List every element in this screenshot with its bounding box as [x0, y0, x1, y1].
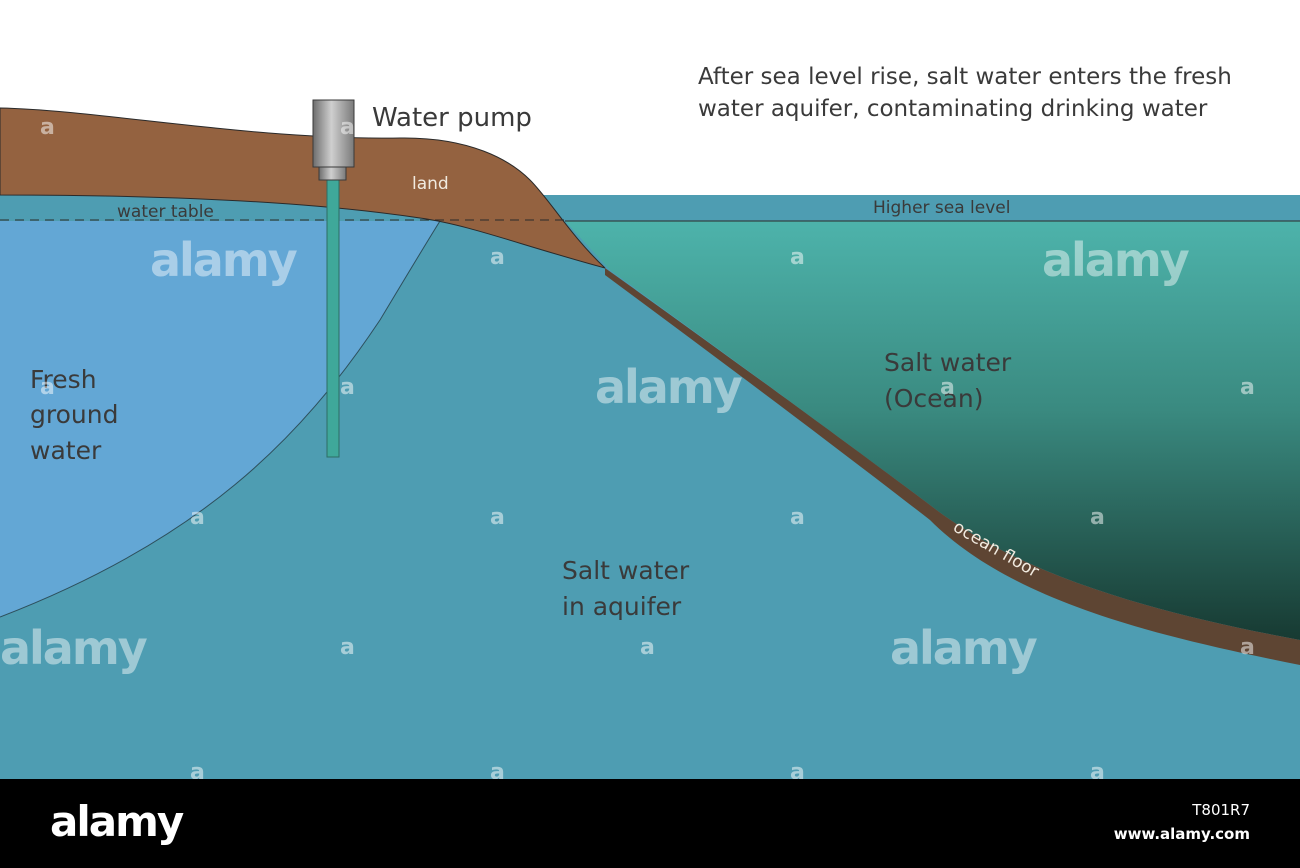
watermark-mark: a	[490, 245, 505, 270]
water-table-label: water table	[117, 202, 214, 222]
alamy-logo: alamy	[50, 797, 184, 846]
watermark-mark: a	[40, 375, 55, 400]
watermark-mark: a	[40, 115, 55, 140]
water-pump-label: Water pump	[372, 103, 532, 133]
watermark-mark: a	[790, 505, 805, 530]
salt-water-aquifer-label: Salt water in aquifer	[562, 556, 697, 621]
watermark-text: alamy	[1042, 233, 1190, 287]
image-id-label: T801R7	[1192, 801, 1250, 819]
higher-sea-level-label: Higher sea level	[873, 198, 1011, 218]
watermark-mark: a	[190, 760, 205, 785]
watermark-mark: a	[340, 635, 355, 660]
watermark-text: alamy	[890, 621, 1038, 675]
watermark-mark: a	[490, 505, 505, 530]
watermark-mark: a	[940, 375, 955, 400]
ocean-salt-water-region	[565, 221, 1300, 640]
watermark-mark: a	[640, 635, 655, 660]
watermark-text: alamy	[595, 360, 743, 414]
watermark-mark: a	[790, 245, 805, 270]
watermark-mark: a	[1240, 375, 1255, 400]
caption-line-1: After sea level rise, salt water enters …	[698, 64, 1232, 90]
watermark-mark: a	[340, 115, 355, 140]
watermark-mark: a	[1090, 505, 1105, 530]
fresh-water-boundary	[0, 220, 441, 618]
land-label: land	[412, 174, 449, 194]
watermark-mark: a	[490, 760, 505, 785]
watermark-mark: a	[190, 505, 205, 530]
watermark-text: alamy	[150, 233, 298, 287]
site-url-label: www.alamy.com	[1113, 825, 1250, 843]
watermark-mark: a	[1090, 760, 1105, 785]
water-pump-icon	[312, 99, 355, 181]
caption-line-2: water aquifer, contaminating drinking wa…	[698, 96, 1208, 122]
land-region	[0, 107, 606, 269]
watermark-layer: alamy alamy alamy alamy alamy a a a a a …	[0, 115, 1255, 785]
fresh-ground-water-label: Fresh ground water	[30, 365, 126, 465]
watermark-mark: a	[340, 375, 355, 400]
watermark-text: alamy	[0, 621, 148, 675]
stock-footer-bar: alamy T801R7 www.alamy.com	[0, 779, 1300, 868]
watermark-mark: a	[1240, 635, 1255, 660]
pump-pipe	[326, 179, 340, 458]
watermark-mark: a	[790, 760, 805, 785]
salt-water-ocean-label: Salt water (Ocean)	[884, 348, 1019, 413]
